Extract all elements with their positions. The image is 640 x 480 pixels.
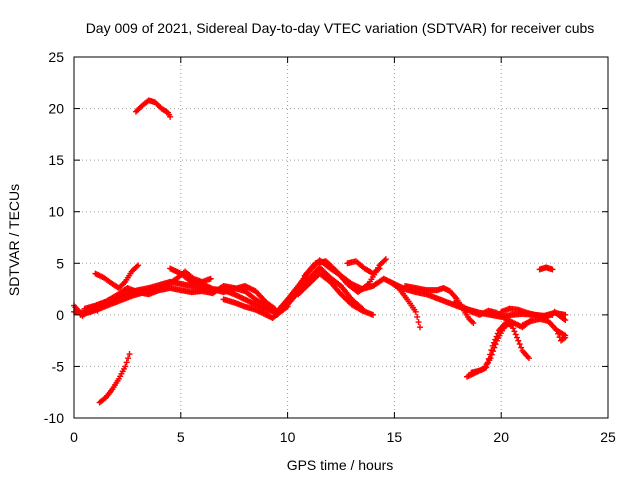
data-point xyxy=(487,351,494,358)
data-point xyxy=(510,325,517,332)
data-point xyxy=(133,263,140,270)
data-point xyxy=(284,303,291,310)
y-tick-label: -10 xyxy=(44,410,64,426)
plot-frame xyxy=(73,56,609,419)
data-point xyxy=(375,266,382,273)
data-series-21 xyxy=(96,351,133,406)
data-series-7 xyxy=(295,270,377,318)
data-point xyxy=(518,344,525,351)
data-point xyxy=(562,311,569,318)
y-tick-label: -5 xyxy=(52,358,65,374)
data-point xyxy=(555,330,562,337)
y-tick-label: 0 xyxy=(56,307,64,323)
data-point xyxy=(490,339,497,346)
x-tick-label: 15 xyxy=(387,429,403,445)
data-point xyxy=(562,317,569,324)
data-series-4 xyxy=(92,262,142,292)
data-series-19 xyxy=(553,327,569,344)
x-tick-label: 25 xyxy=(600,429,616,445)
data-point xyxy=(562,334,569,341)
data-series-10 xyxy=(387,278,424,331)
data-point xyxy=(94,307,101,314)
data-point xyxy=(135,262,142,269)
data-point xyxy=(122,363,129,370)
data-point xyxy=(470,320,477,327)
data-point xyxy=(415,319,422,326)
data-series-17 xyxy=(536,264,556,273)
data-point xyxy=(120,280,127,287)
data-point xyxy=(525,355,532,362)
data-point xyxy=(414,313,421,320)
data-series-20 xyxy=(132,97,174,120)
data-point xyxy=(549,266,556,273)
data-point xyxy=(549,311,556,318)
data-point xyxy=(125,355,132,362)
data-point xyxy=(511,328,518,335)
y-tick-label: 10 xyxy=(48,204,64,220)
data-series-9 xyxy=(344,258,383,277)
data-point xyxy=(494,330,501,337)
data-series-8 xyxy=(301,256,389,296)
x-tick-label: 5 xyxy=(177,429,185,445)
data-point xyxy=(515,337,522,344)
data-point xyxy=(492,336,499,343)
data-point xyxy=(207,275,214,282)
data-point xyxy=(553,327,560,334)
data-point xyxy=(489,342,496,349)
data-point xyxy=(508,322,515,329)
data-series-6 xyxy=(220,296,291,321)
data-point xyxy=(412,308,419,315)
data-point xyxy=(271,305,278,312)
data-point xyxy=(123,359,130,366)
data-series-22 xyxy=(71,302,101,319)
y-tick-label: 15 xyxy=(48,152,64,168)
data-point xyxy=(382,256,389,263)
data-series-14 xyxy=(468,320,532,376)
data-point xyxy=(376,265,383,272)
data-point xyxy=(417,324,424,331)
data-series-18 xyxy=(551,308,569,324)
data-series-5 xyxy=(167,265,278,312)
data-point xyxy=(485,355,492,362)
chart-title: Day 009 of 2021, Sidereal Day-to-day VTE… xyxy=(86,20,595,36)
data-point xyxy=(126,351,133,358)
data-point xyxy=(370,311,377,318)
ticks: 0 5 10 15 20 25 -10 -5 0 5 10 15 20 25 xyxy=(44,49,616,445)
data-point xyxy=(167,113,174,120)
y-tick-label: 5 xyxy=(56,255,64,271)
data-point xyxy=(516,341,523,348)
data-point xyxy=(488,347,495,354)
x-tick-label: 0 xyxy=(70,429,78,445)
data-point xyxy=(483,364,490,371)
data-point xyxy=(512,331,519,338)
x-axis-label: GPS time / hours xyxy=(287,457,394,473)
y-axis-label: SDTVAR / TECUs xyxy=(6,184,22,296)
data-point xyxy=(514,334,521,341)
series-layer xyxy=(71,97,569,406)
y-tick-label: 25 xyxy=(48,49,64,65)
x-tick-label: 20 xyxy=(493,429,509,445)
y-tick-label: 20 xyxy=(48,101,64,117)
x-tick-label: 10 xyxy=(280,429,296,445)
data-point xyxy=(484,360,491,367)
data-point xyxy=(381,257,388,264)
data-point xyxy=(493,333,500,340)
